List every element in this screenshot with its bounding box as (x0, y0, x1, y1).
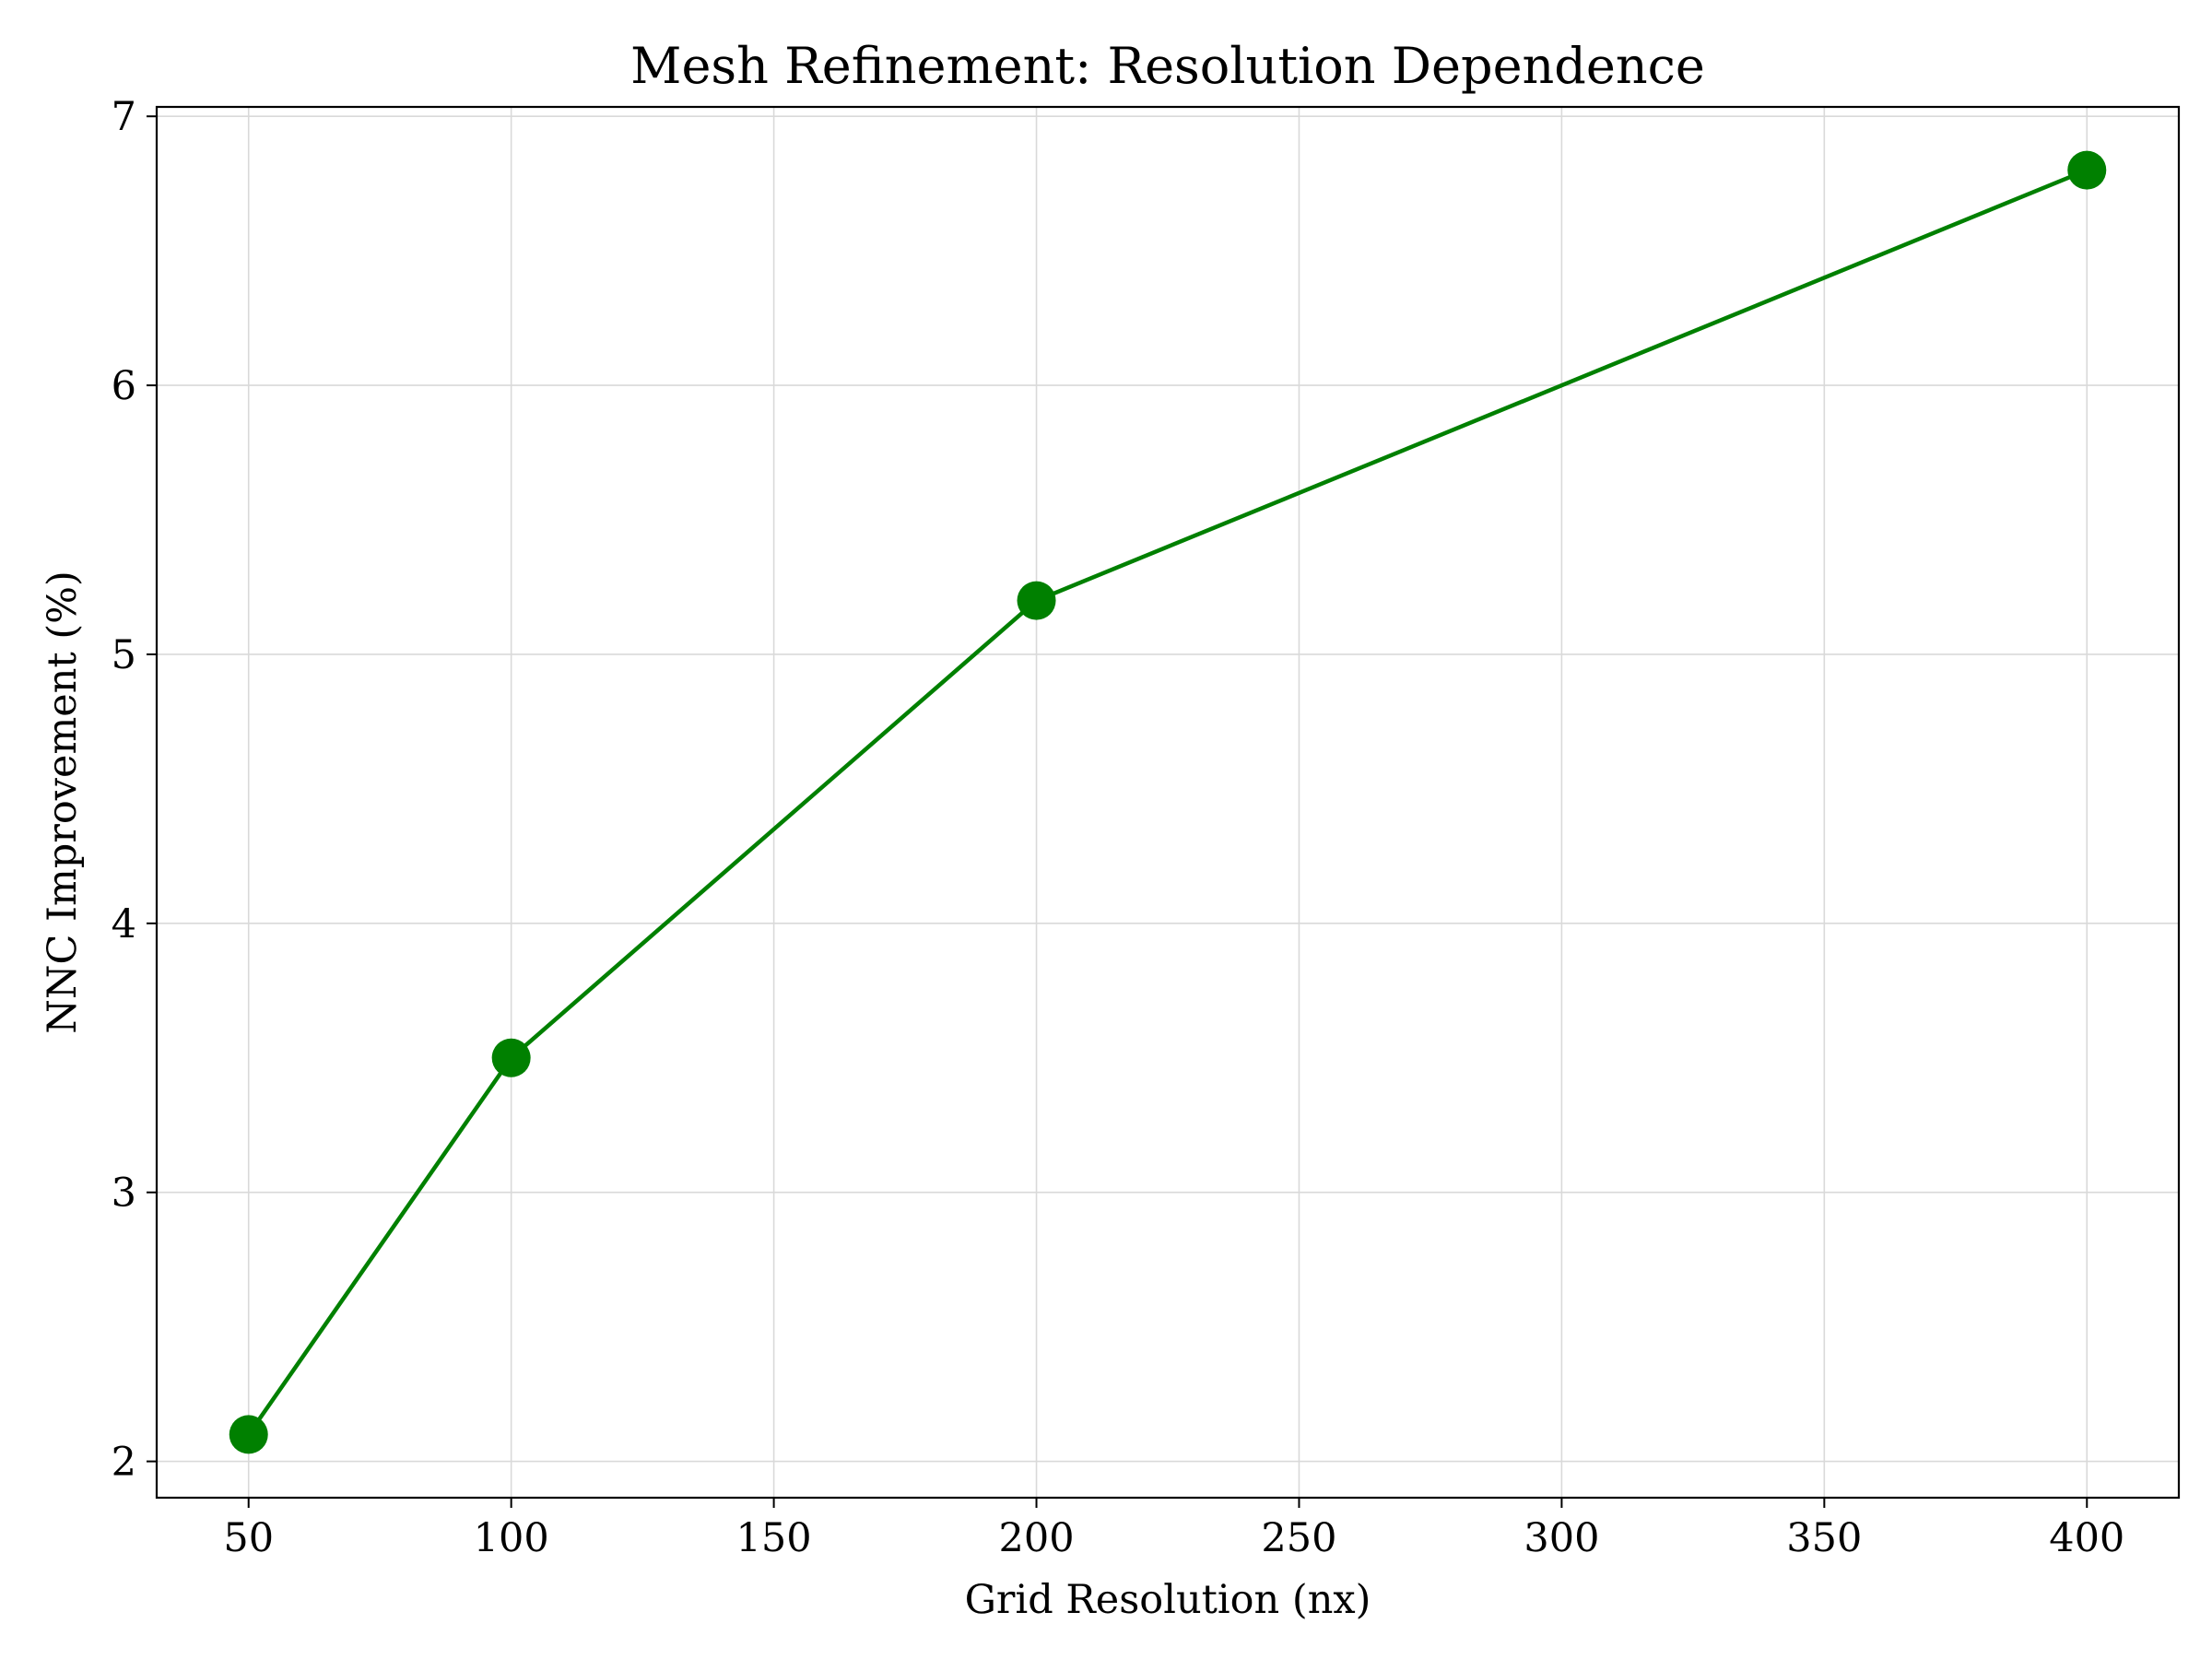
data-series (229, 150, 2107, 1454)
series-line (246, 168, 2089, 1437)
x-tick-label: 400 (2049, 1515, 2124, 1561)
y-tick-label: 6 (112, 363, 136, 409)
y-axis-label: NNC Improvement (%) (40, 571, 86, 1034)
plot-area-frame (155, 105, 2181, 1500)
y-tick-label: 2 (112, 1440, 136, 1486)
chart-title: Mesh Refinement: Resolution Dependence (630, 37, 1705, 95)
x-tick-label: 350 (1786, 1515, 1862, 1561)
x-tick-label: 150 (736, 1515, 812, 1561)
x-tick-label: 250 (1261, 1515, 1336, 1561)
y-tick-label: 5 (112, 632, 136, 678)
data-point (2067, 150, 2107, 190)
y-tick-label: 7 (112, 94, 136, 140)
y-tick-label: 3 (112, 1171, 136, 1217)
x-tick-label: 50 (223, 1515, 274, 1561)
x-tick-label: 200 (998, 1515, 1074, 1561)
gridlines (157, 107, 2179, 1498)
data-point (491, 1038, 531, 1077)
x-tick-label: 300 (1524, 1515, 1599, 1561)
data-point (229, 1415, 268, 1454)
data-point (1017, 581, 1056, 620)
axis-ticks: 50 100 150 200 250 300 350 400 2 3 4 5 6 7 (112, 94, 2125, 1561)
x-axis-label: Grid Resolution (nx) (965, 1577, 1371, 1623)
x-tick-label: 100 (474, 1515, 549, 1561)
y-tick-label: 4 (112, 901, 136, 947)
